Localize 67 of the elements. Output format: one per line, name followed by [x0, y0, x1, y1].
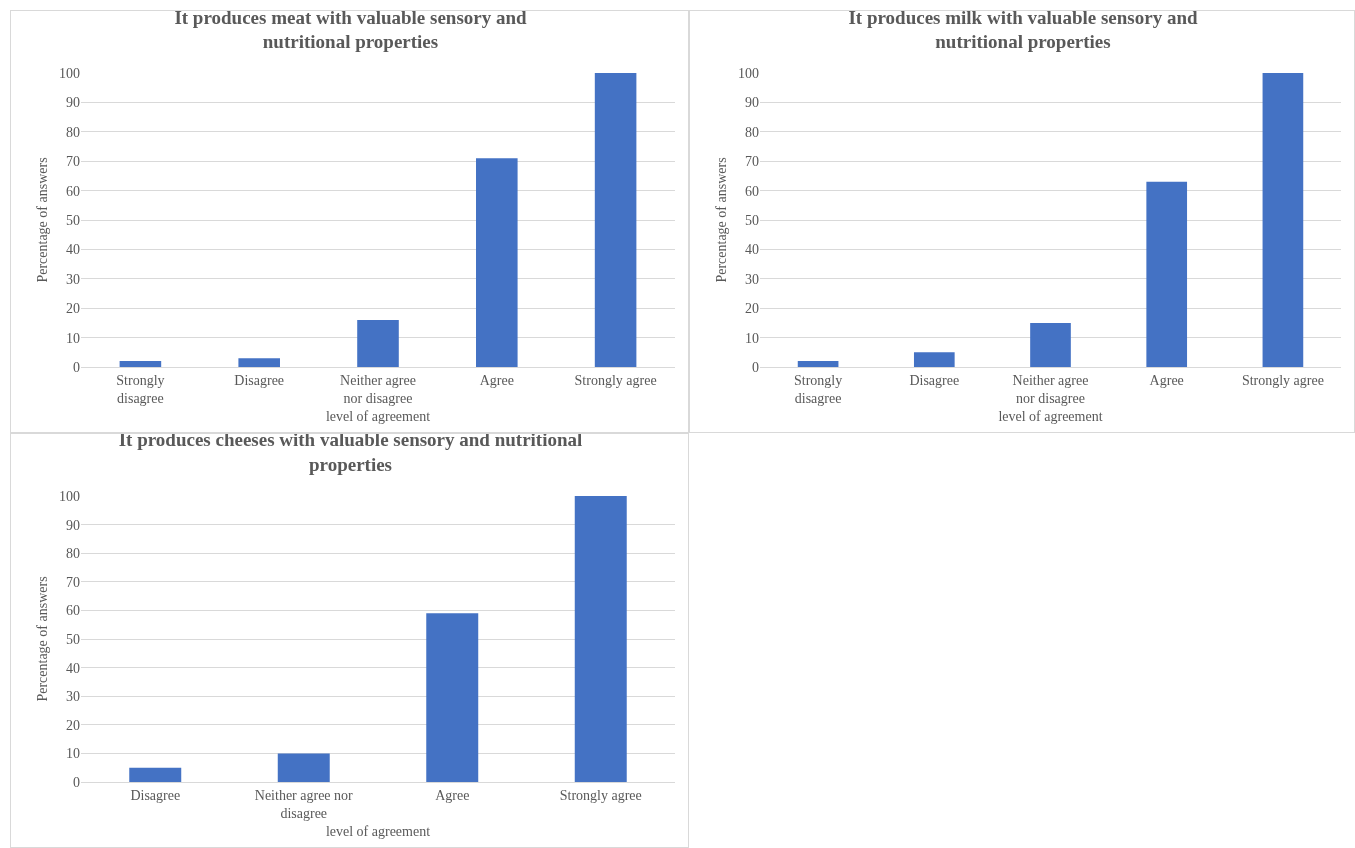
y-axis-title: Percentage of answers — [34, 576, 50, 702]
y-tick-label: 10 — [745, 330, 759, 346]
y-tick-label: 50 — [66, 212, 80, 228]
y-tick-label: 60 — [66, 603, 80, 619]
y-tick-label: 40 — [66, 242, 80, 258]
y-tick-label: 70 — [66, 574, 80, 590]
bar — [797, 361, 839, 367]
y-tick-label: 100 — [59, 65, 80, 81]
x-tick-label: Strongly disagree — [793, 372, 843, 406]
bar — [426, 613, 479, 782]
y-tick-label: 100 — [59, 488, 80, 504]
bar — [119, 361, 162, 367]
y-tick-label: 40 — [66, 660, 80, 676]
y-tick-label: 30 — [66, 271, 80, 287]
x-tick-label: Strongly agree — [574, 372, 657, 388]
y-axis-title: Percentage of answers — [713, 157, 729, 283]
chart-title: It produces meat with valuable sensory and nutritional properties — [174, 6, 528, 53]
bar — [1030, 322, 1071, 367]
x-tick-label: Agree — [1149, 372, 1184, 388]
y-tick-label: 80 — [745, 124, 759, 140]
x-axis-title: level of agreement — [998, 409, 1103, 425]
bar — [129, 767, 182, 782]
bar — [594, 73, 637, 367]
y-tick-label: 40 — [745, 242, 759, 258]
x-axis-title: level of agreement — [325, 409, 431, 425]
x-tick-label: Disagree — [909, 372, 960, 388]
y-tick-label: 90 — [66, 517, 80, 533]
y-tick-label: 60 — [66, 183, 80, 199]
bar — [277, 753, 330, 782]
x-tick-label: Agree — [435, 787, 470, 803]
x-tick-label: Strongly agree — [1241, 372, 1324, 388]
bar — [238, 358, 280, 367]
y-tick-label: 90 — [745, 95, 759, 111]
bar — [574, 496, 627, 782]
y-tick-label: 20 — [66, 301, 80, 317]
bar — [1146, 181, 1188, 367]
y-tick-label: 80 — [66, 124, 80, 140]
y-tick-label: 80 — [66, 546, 80, 562]
y-tick-label: 70 — [745, 154, 759, 170]
y-axis-title: Percentage of answers — [34, 157, 50, 283]
chart-title: It produces milk with valuable sensory and nutritional properties — [848, 6, 1198, 53]
x-tick-label: Agree — [479, 372, 514, 388]
y-tick-label: 90 — [66, 95, 80, 111]
y-tick-label: 50 — [745, 212, 759, 228]
bar — [1262, 73, 1304, 367]
y-tick-label: 30 — [745, 271, 759, 287]
x-tick-label: Disagree — [130, 787, 181, 803]
y-tick-label: 0 — [752, 359, 759, 375]
y-tick-label: 0 — [73, 774, 80, 790]
x-tick-label: Strongly agree — [559, 787, 642, 803]
y-tick-label: 20 — [66, 717, 80, 733]
bar — [913, 352, 955, 367]
x-tick-label: Disagree — [234, 372, 285, 388]
y-tick-label: 30 — [66, 689, 80, 705]
y-tick-label: 100 — [738, 65, 759, 81]
y-tick-label: 0 — [73, 359, 80, 375]
bar — [476, 158, 518, 367]
bar — [357, 319, 399, 367]
y-tick-label: 20 — [745, 301, 759, 317]
y-tick-label: 70 — [66, 154, 80, 170]
y-tick-label: 10 — [66, 746, 80, 762]
y-tick-label: 50 — [66, 631, 80, 647]
x-tick-label: Strongly disagree — [116, 372, 165, 406]
y-tick-label: 10 — [66, 330, 80, 346]
x-axis-title: level of agreement — [325, 824, 431, 840]
y-tick-label: 60 — [745, 183, 759, 199]
chart-title: It produces cheeses with valuable sensory and nutritional properties — [118, 429, 583, 476]
